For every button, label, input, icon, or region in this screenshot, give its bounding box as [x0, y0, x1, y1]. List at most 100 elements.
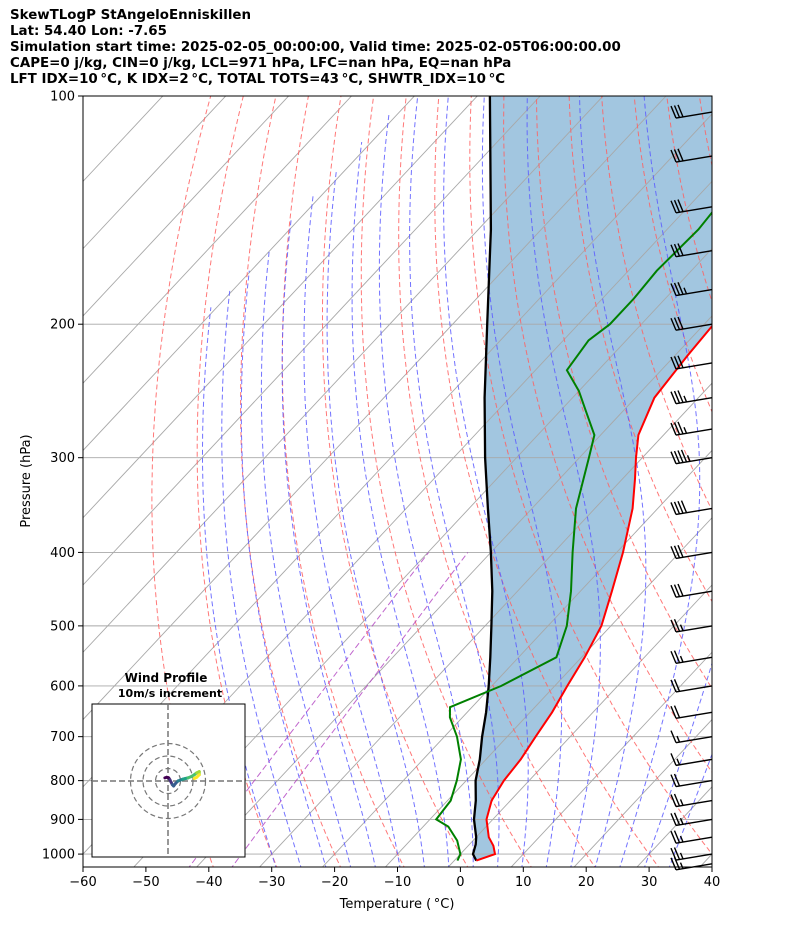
y-tick-label: 100: [50, 90, 75, 105]
wind-barb-flag: [673, 282, 681, 296]
location-coordinates: Lat: 54.40 Lon: -7.65: [10, 24, 167, 39]
mixing-ratio-line: [188, 552, 429, 867]
wind-barb-staff: [675, 758, 713, 767]
wind-barb-flag: [670, 705, 677, 719]
wind-barb-staff: [675, 656, 713, 664]
wind-barb-half-flag: [679, 852, 684, 860]
hodograph-segment: [192, 775, 199, 780]
y-tick-label: 200: [50, 318, 75, 333]
wind-barb: [670, 847, 713, 861]
moist-adiabat: [351, 141, 450, 867]
y-tick-label: 1000: [42, 848, 75, 863]
wind-barb: [670, 705, 713, 719]
wind-barb-flag: [670, 730, 677, 743]
wind-barb-flag: [677, 243, 684, 256]
wind-barb-half-flag: [679, 817, 684, 825]
wind-barb-flag: [677, 282, 684, 295]
wind-barb-staff: [675, 799, 713, 808]
x-tick-label: 0: [456, 875, 464, 890]
wind-barb-flag: [670, 546, 677, 559]
wind-barb-flag: [677, 390, 684, 403]
isotherm-line: [133, 247, 712, 867]
wind-barb: [670, 753, 713, 767]
wind-barb-flag: [673, 847, 681, 860]
moist-adiabat: [281, 218, 376, 867]
mixing-ratio-line: [231, 552, 469, 867]
y-tick-label: 800: [50, 774, 75, 789]
dry-adiabat: [196, 96, 278, 867]
moist-adiabat: [644, 661, 712, 867]
wind-barb-half-flag: [686, 455, 691, 462]
x-tick-label: −30: [258, 875, 285, 890]
wind-barb-staff: [675, 818, 713, 827]
wind-barb-flag: [670, 584, 677, 598]
moist-adiabat: [240, 270, 327, 867]
wind-barb-staff: [675, 155, 713, 163]
wind-barb-flag: [670, 244, 677, 258]
x-tick-label: −60: [69, 875, 96, 890]
wind-barb-half-flag: [679, 624, 684, 631]
wind-barb-flag: [670, 774, 677, 787]
dry-adiabat: [729, 79, 794, 870]
wind-barb: [670, 679, 713, 693]
wind-barb-flag: [673, 705, 681, 718]
wind-barb: [670, 830, 713, 844]
wind-barb-staff: [675, 853, 713, 861]
wind-barb-flag: [673, 773, 681, 787]
x-tick-label: 30: [641, 875, 658, 890]
wind-barb-half-flag: [679, 799, 684, 806]
x-tick-label: −10: [384, 875, 411, 890]
dry-adiabat: [536, 96, 712, 690]
isotherm-line: [259, 382, 712, 867]
wind-barb: [670, 856, 713, 871]
wind-barb-half-flag: [679, 655, 684, 663]
wind-barb: [670, 316, 713, 331]
wind-barb-staff: [675, 206, 713, 214]
wind-barb-half-flag: [679, 835, 684, 843]
wind-barb-flag: [670, 857, 677, 871]
wind-barb-staff: [675, 396, 713, 405]
moist-adiabat: [260, 250, 352, 867]
wind-barb-flag: [673, 105, 681, 118]
wind-barb-flag: [673, 679, 681, 692]
wind-barb-staff: [675, 625, 713, 633]
wind-barb-half-flag: [676, 735, 681, 743]
wind-barb-flag: [673, 390, 681, 404]
isotherm-line: [573, 718, 712, 867]
wind-barb-staff: [675, 323, 713, 331]
moist-adiabat: [303, 194, 401, 867]
dry-adiabat: [568, 96, 712, 603]
wind-barb: [670, 449, 713, 465]
wind-barb-flag: [673, 243, 681, 257]
wind-barb-flag: [670, 619, 677, 633]
wind-barb-staff: [675, 863, 713, 871]
wind-barb: [670, 619, 713, 633]
wind-barb-flag: [673, 199, 681, 213]
wind-barb: [670, 390, 713, 405]
wind-barb: [670, 544, 713, 560]
wind-barb-staff: [675, 836, 713, 844]
x-tick-label: 10: [515, 875, 532, 890]
wind-barb-flag: [670, 149, 677, 163]
isotherm-line: [83, 96, 541, 586]
wind-barb-flag: [677, 355, 684, 369]
hodograph: [92, 704, 245, 857]
wind-barb-flag: [677, 316, 684, 330]
hodograph-title: Wind Profile: [125, 671, 208, 685]
wind-barb-flag: [677, 104, 684, 118]
wind-barb-half-flag: [683, 287, 688, 294]
isotherm-line: [83, 96, 667, 721]
x-axis-label: Temperature ( °C): [339, 897, 455, 912]
wind-barb-flag: [673, 793, 681, 807]
wind-barb-flag: [673, 545, 681, 559]
wind-barb-staff: [675, 779, 713, 788]
wind-barb-flag: [677, 421, 684, 435]
wind-barbs: [670, 104, 713, 871]
x-tick-label: −40: [195, 875, 222, 890]
wind-barb-flag: [673, 317, 681, 330]
x-tick-label: 40: [704, 875, 721, 890]
wind-barb-staff: [675, 590, 713, 598]
isotherm-line: [447, 584, 712, 867]
moist-adiabat: [619, 96, 701, 867]
